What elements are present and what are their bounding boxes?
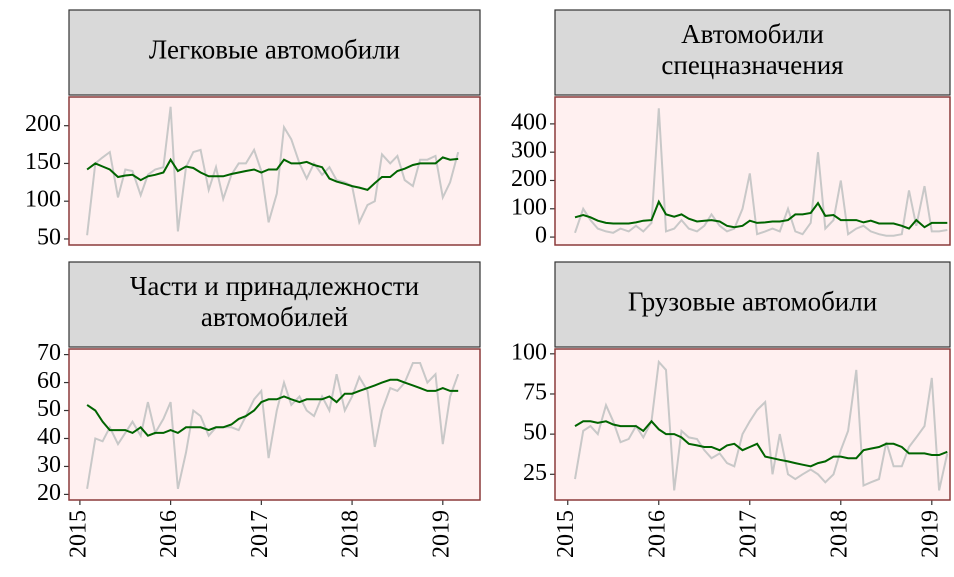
y-tick-label: 40 (37, 424, 61, 450)
plot-border (68, 96, 481, 246)
y-tick-label: 100 (511, 194, 547, 220)
strip-title: Автомобили (681, 19, 824, 49)
x-tick-label: 2019 (428, 510, 454, 558)
y-tick-label: 100 (511, 339, 547, 365)
x-tick-label: 2015 (65, 510, 91, 558)
strip (68, 261, 481, 348)
plot-background (555, 97, 950, 245)
x-tick-label: 2016 (156, 510, 182, 558)
plot-background (555, 349, 950, 500)
series-line (86, 106, 460, 236)
plot-border (554, 348, 951, 501)
y-tick-label: 60 (37, 368, 61, 394)
y-tick-label: 30 (37, 452, 61, 478)
series-line (86, 378, 459, 437)
y-tick-label: 20 (37, 480, 61, 506)
strip-title: Грузовые автомобили (628, 287, 877, 317)
x-tick-label: 2019 (917, 510, 943, 558)
strip (554, 9, 951, 96)
strip (68, 9, 481, 96)
series-line (574, 419, 948, 468)
strip-title: Легковые автомобили (149, 35, 400, 65)
strip-title: спецназначения (661, 50, 843, 80)
y-tick-label: 100 (25, 187, 61, 213)
strip-title: Части и принадлежности (130, 271, 419, 301)
y-tick-label: 50 (37, 224, 61, 250)
y-tick-label: 25 (523, 460, 547, 486)
x-tick-label: 2017 (735, 510, 761, 558)
y-tick-label: 75 (523, 379, 547, 405)
x-tick-label: 2018 (338, 510, 364, 558)
series-line (574, 199, 948, 230)
y-tick-label: 150 (25, 149, 61, 175)
x-tick-label: 2016 (644, 510, 670, 558)
y-tick-label: 70 (37, 340, 61, 366)
y-tick-label: 200 (25, 111, 61, 137)
y-tick-label: 50 (523, 420, 547, 446)
x-tick-label: 2015 (553, 510, 579, 558)
series-line (86, 156, 459, 192)
plot-background (69, 97, 480, 245)
strip (554, 261, 951, 348)
y-tick-label: 0 (535, 223, 547, 249)
y-tick-label: 200 (511, 166, 547, 192)
plot-border (68, 348, 481, 501)
y-tick-label: 50 (37, 396, 61, 422)
series-line (86, 362, 460, 490)
plot-border (554, 96, 951, 246)
x-tick-label: 2017 (247, 510, 273, 558)
y-tick-label: 300 (511, 138, 547, 164)
x-tick-label: 2018 (826, 510, 852, 558)
y-tick-label: 400 (511, 109, 547, 135)
series-line (574, 108, 948, 237)
strip-title: автомобилей (201, 302, 348, 332)
